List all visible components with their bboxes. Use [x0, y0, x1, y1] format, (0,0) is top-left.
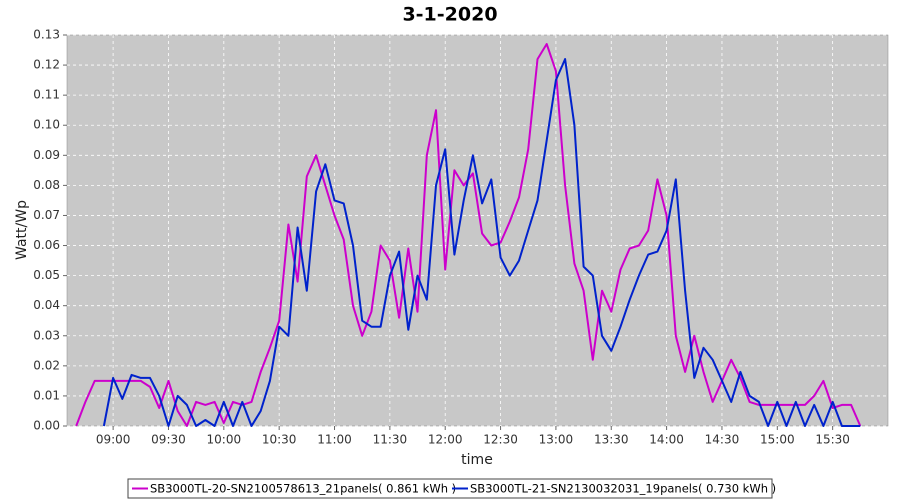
- legend: [127, 478, 773, 499]
- legend-label: SB3000TL-20-SN2100578613_21panels( 0.861…: [150, 482, 456, 496]
- y-tick-label: 0.05: [33, 268, 60, 282]
- series-line: [102, 58, 861, 427]
- x-tick-label: 11:30: [373, 433, 408, 447]
- x-tick-label: 14:00: [649, 433, 684, 447]
- x-tick-label: 13:00: [539, 433, 574, 447]
- x-tick-label: 09:00: [96, 433, 131, 447]
- chart-title: 3-1-2020: [402, 4, 497, 26]
- x-tick-label: 14:30: [705, 433, 740, 447]
- y-tick-label: 0.10: [33, 118, 60, 132]
- y-tick-label: 0.04: [33, 298, 60, 312]
- y-axis-label: Watt/Wp: [14, 200, 30, 260]
- plot-area: [66, 34, 889, 427]
- x-tick-label: 11:00: [317, 433, 352, 447]
- x-tick-label: 15:30: [815, 433, 850, 447]
- y-tick-label: 0.11: [33, 88, 60, 102]
- x-tick-label: 09:30: [151, 433, 186, 447]
- x-tick-label: 12:30: [483, 433, 518, 447]
- x-tick-label: 15:00: [760, 433, 795, 447]
- y-tick-label: 0.12: [33, 58, 60, 72]
- x-tick-label: 12:00: [428, 433, 463, 447]
- x-tick-label: 10:00: [207, 433, 242, 447]
- y-tick-label: 0.01: [33, 388, 60, 402]
- y-tick-label: 0.00: [33, 419, 60, 433]
- y-tick-label: 0.03: [33, 328, 60, 342]
- legend-label: SB3000TL-21-SN2130032031_19panels( 0.730…: [470, 482, 776, 496]
- y-tick-label: 0.13: [33, 28, 60, 42]
- y-tick-label: 0.07: [33, 208, 60, 222]
- x-axis-label: time: [461, 452, 493, 468]
- y-tick-label: 0.02: [33, 358, 60, 372]
- y-tick-label: 0.08: [33, 178, 60, 192]
- y-tick-label: 0.06: [33, 238, 60, 252]
- x-tick-label: 13:30: [594, 433, 629, 447]
- y-tick-label: 0.09: [33, 148, 60, 162]
- x-tick-label: 10:30: [262, 433, 297, 447]
